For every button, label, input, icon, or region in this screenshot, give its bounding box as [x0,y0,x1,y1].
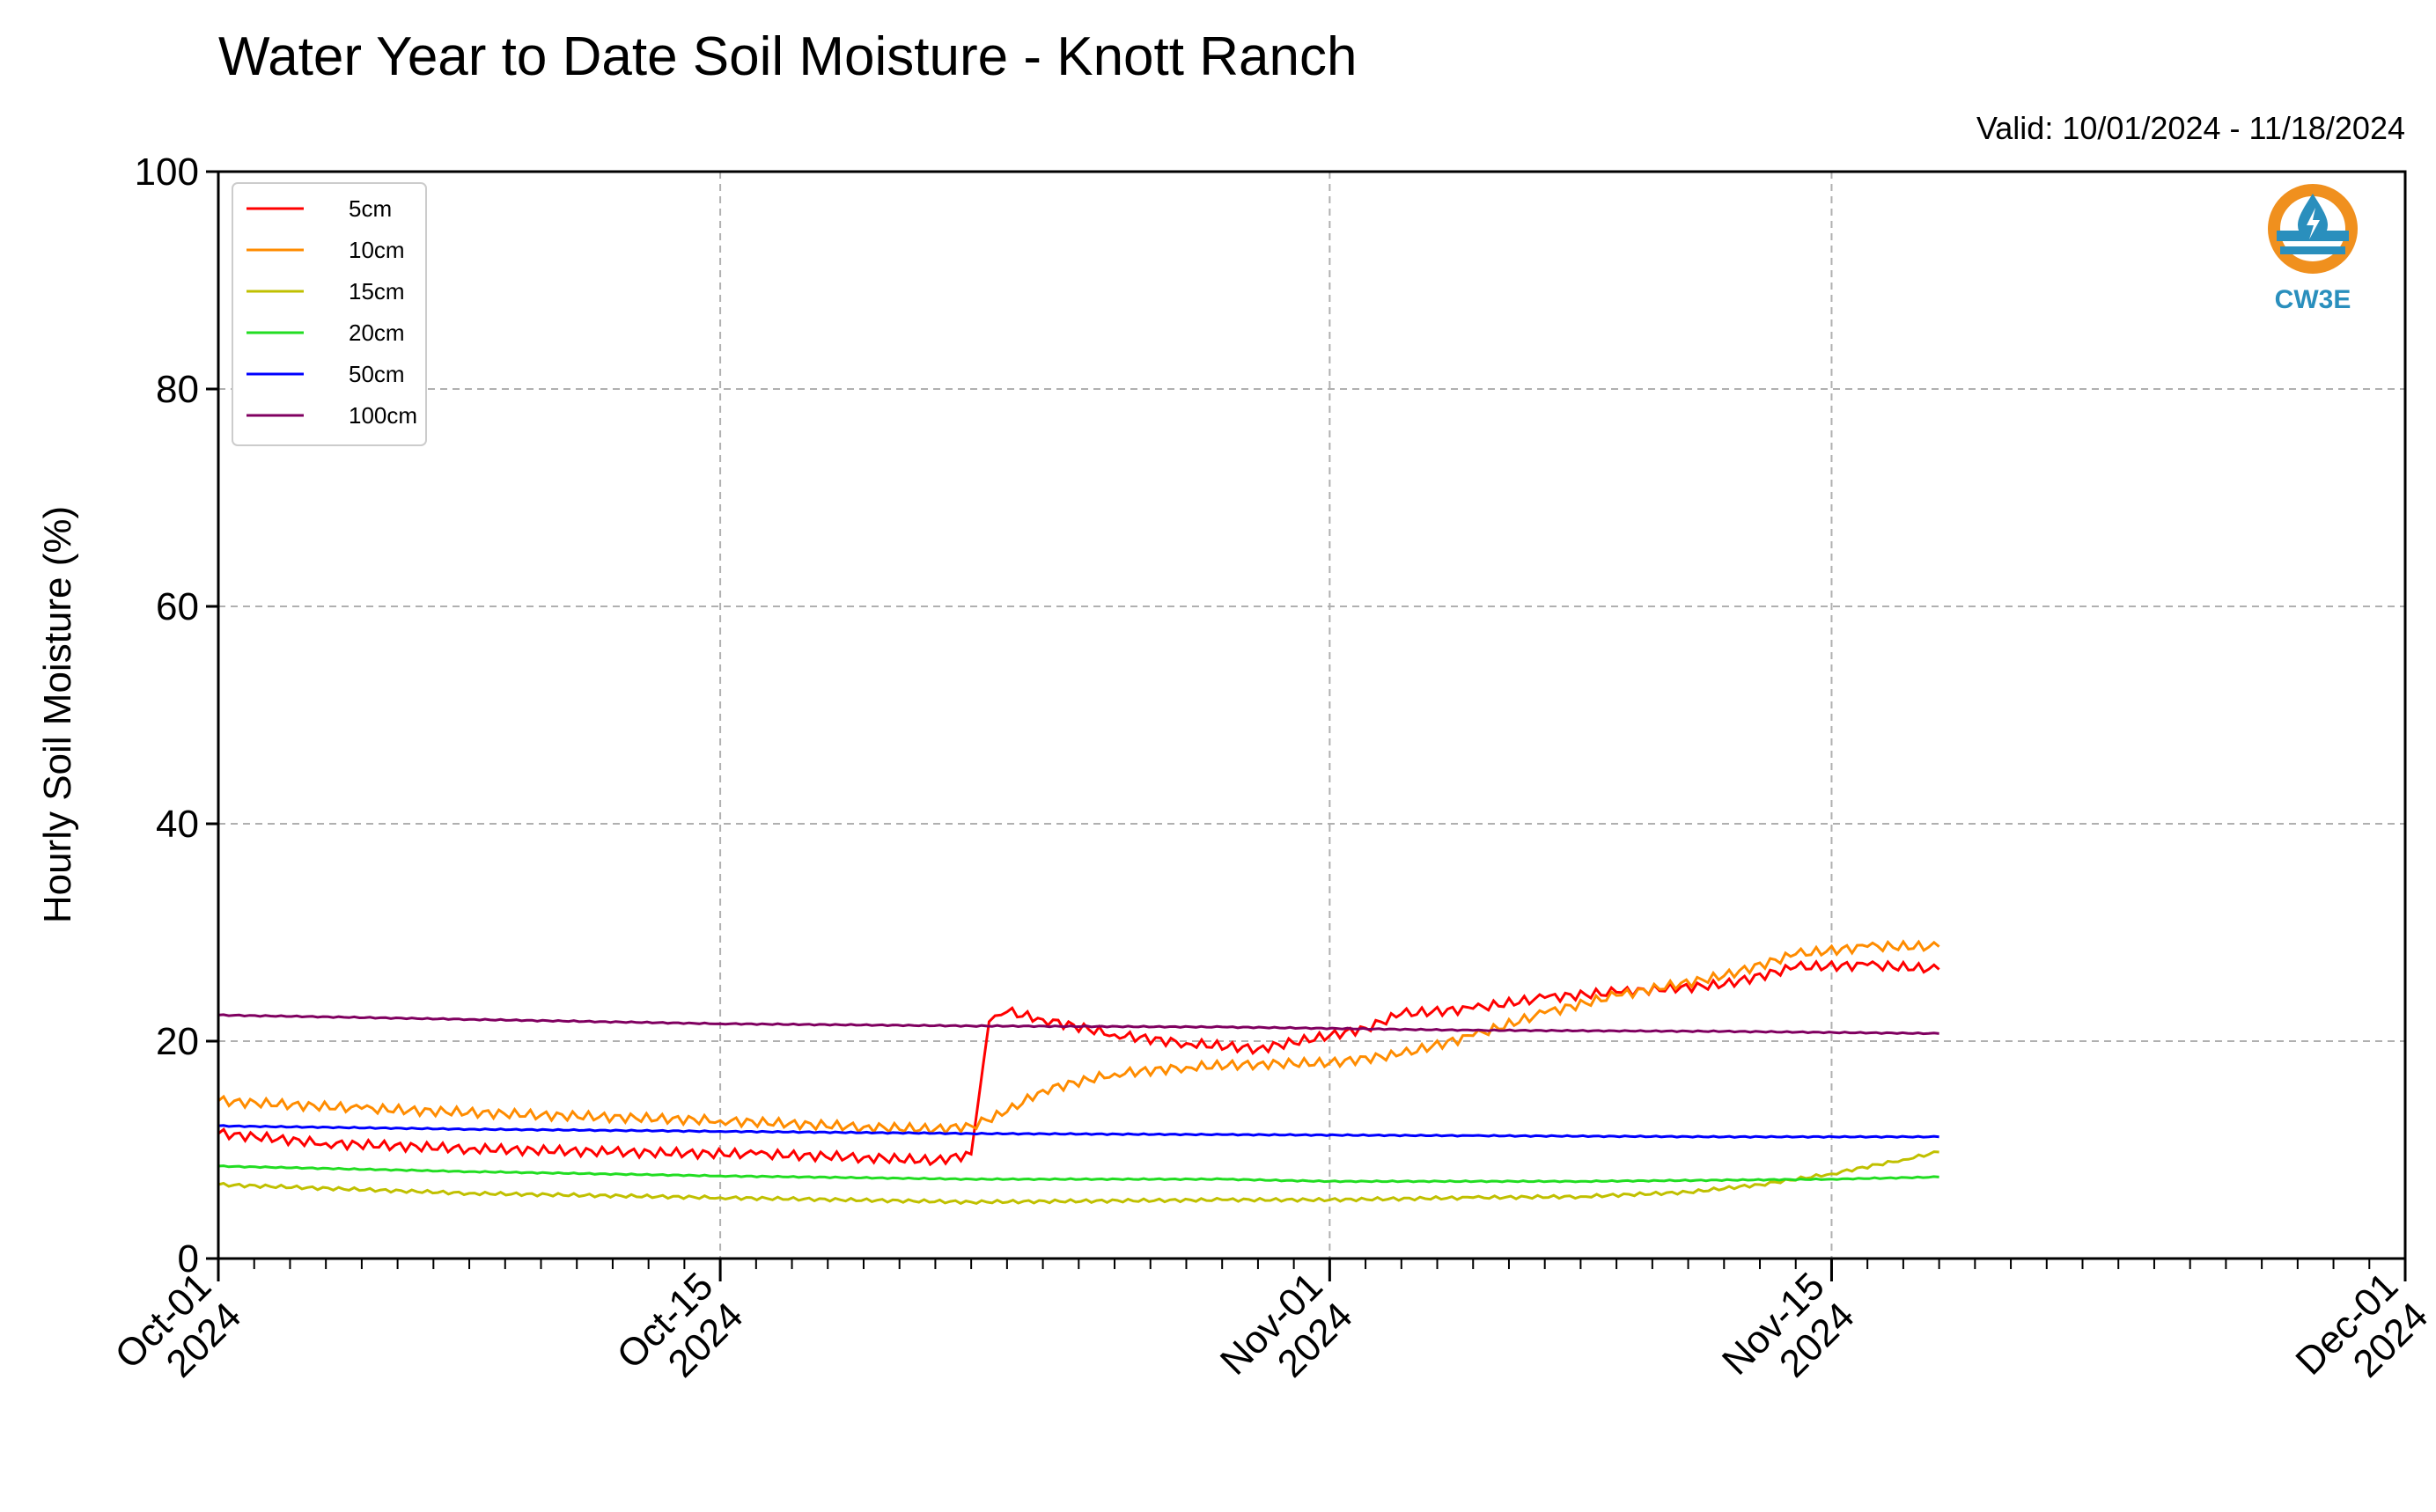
series-lines [217,939,1940,1206]
y-tick-label: 0 [178,1237,199,1281]
y-tick-label: 20 [156,1020,199,1063]
chart-subtitle: Valid: 10/01/2024 - 11/18/2024 [1976,110,2405,146]
y-tick-label: 80 [156,368,199,411]
y-tick-label: 100 [135,150,199,194]
series-line-10cm [217,939,1940,1135]
logo-ring [2268,184,2358,274]
series-line-15cm [217,1150,1939,1206]
grid-lines [218,172,2405,1259]
logo-wave-band [2280,246,2345,254]
legend-label: 10cm [349,237,405,263]
y-axis-ticks: 0 20 40 60 80 100 [135,150,218,1281]
legend-label: 20cm [349,319,405,346]
logo-text: CW3E [2275,285,2351,314]
series-line-20cm [217,1164,1939,1184]
y-tick-label: 40 [156,803,199,846]
y-tick-label: 60 [156,585,199,628]
legend-label: 50cm [349,361,405,387]
y-axis-label: Hourly Soil Moisture (%) [36,506,79,923]
cw3e-logo: CW3E [2268,184,2358,314]
chart-title: Water Year to Date Soil Moisture - Knott… [218,26,1357,87]
lightning-icon [2307,208,2320,239]
series-line-100cm [217,1013,1939,1036]
plot-frame [217,170,2407,1260]
series-line-50cm [217,1124,1939,1139]
legend-label: 100cm [349,402,417,429]
legend: 5cm 10cm 15cm 20cm 50cm 100cm [232,182,427,446]
legend-label: 5cm [349,195,392,222]
legend-label: 15cm [349,278,405,305]
